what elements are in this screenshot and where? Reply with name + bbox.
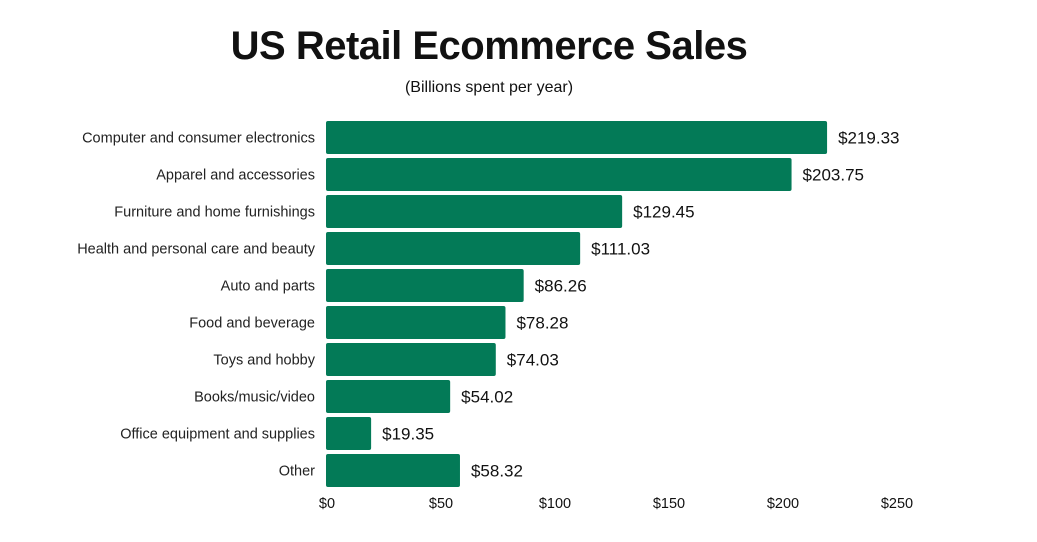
bar (326, 343, 496, 376)
x-tick-label: $150 (653, 496, 685, 512)
bar (326, 380, 451, 413)
data-label: $203.75 (803, 166, 864, 185)
bar (326, 269, 524, 302)
data-label: $129.45 (633, 203, 694, 222)
data-label: $58.32 (471, 462, 523, 481)
bar (326, 306, 506, 339)
category-label: Other (279, 464, 315, 480)
data-label: $111.03 (591, 240, 650, 259)
category-label: Food and beverage (189, 316, 315, 332)
x-tick-label: $100 (539, 496, 571, 512)
category-label: Books/music/video (194, 390, 315, 406)
category-label: Apparel and accessories (156, 168, 315, 184)
data-label: $19.35 (382, 425, 434, 444)
chart-subtitle: (Billions spent per year) (404, 79, 574, 96)
data-label: $74.03 (507, 351, 559, 370)
chart-title: US Retail Ecommerce Sales (230, 24, 748, 68)
category-label: Office equipment and supplies (120, 427, 315, 443)
bar (326, 454, 460, 487)
bar (326, 417, 372, 450)
x-tick-label: $200 (767, 496, 799, 512)
data-label: $54.02 (461, 388, 513, 407)
x-tick-label: $50 (429, 496, 453, 512)
category-label: Health and personal care and beauty (77, 242, 316, 258)
data-label: $78.28 (516, 314, 568, 333)
bar (326, 195, 623, 228)
x-tick-label: $0 (319, 496, 335, 512)
category-label: Computer and consumer electronics (82, 131, 315, 147)
bar (326, 232, 581, 265)
data-label: $219.33 (838, 129, 899, 148)
category-label: Auto and parts (221, 279, 315, 295)
category-label: Furniture and home furnishings (114, 205, 315, 221)
data-label: $86.26 (535, 277, 587, 296)
x-tick-label: $250 (881, 496, 913, 512)
bar (326, 158, 792, 191)
category-label: Toys and hobby (213, 353, 315, 369)
bar (326, 121, 828, 154)
